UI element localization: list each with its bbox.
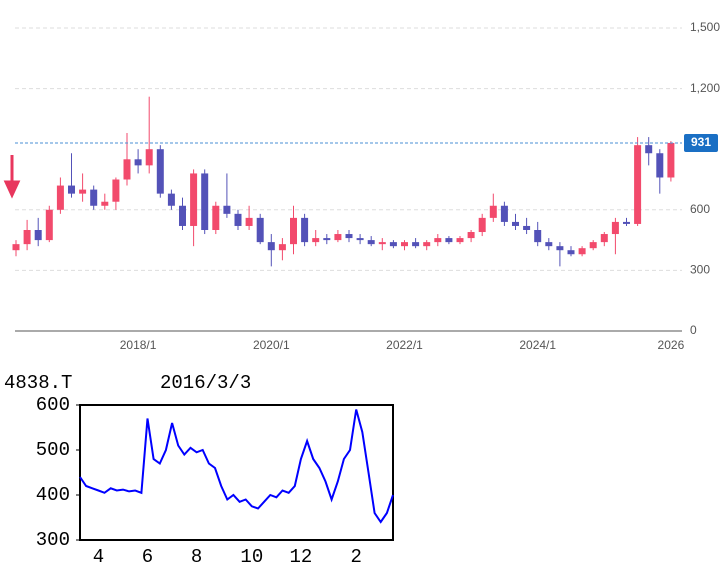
candle-body [401,242,408,247]
candle-body [634,145,642,224]
price-line [79,409,394,524]
y-tick-label: 300 [690,263,710,277]
candle-body [190,173,198,226]
candle-body [34,230,42,241]
candle-body [512,221,519,226]
candle-body [156,149,164,194]
candle-body [378,242,386,245]
candle-body [267,242,275,251]
candle-body [434,238,442,243]
x-tick-label: 6 [142,546,153,568]
candle-body [212,205,220,230]
candle-body [234,213,242,226]
candle-body [245,217,253,226]
candle-body [445,238,453,243]
candle-body [667,142,675,178]
candle-body [523,225,531,230]
candle-body [500,205,508,222]
candle-body [412,242,420,247]
candle-body [112,179,120,202]
x-tick-label: 2020/1 [253,338,290,352]
y-tick-label: 600 [690,202,710,216]
marker-arrow [3,155,21,199]
y-tick-label: 1,500 [690,20,720,34]
x-tick-label: 2024/1 [519,338,556,352]
candle-body [101,201,109,206]
candle-body [201,173,209,230]
candle-body [623,221,630,224]
candle-body [478,217,486,233]
candle-body [179,205,186,226]
candle-body [290,217,297,245]
candle-body [389,242,397,247]
candle-body [467,232,475,239]
x-tick-label: 2026 [658,338,685,352]
chart-subtitle: 2016/3/3 [160,372,251,394]
y-tick-label: 0 [690,323,697,337]
x-tick-label: 2018/1 [120,338,157,352]
candle-body [656,153,664,178]
y-tick-label: 1,200 [690,81,720,95]
candle-body [145,149,153,166]
candle-body [90,189,98,206]
candle-body [223,205,231,214]
candle-body [278,244,286,251]
candle-body [134,159,142,166]
candle-body [12,244,20,251]
plot-frame [79,404,394,541]
candle-body [645,145,653,154]
candle-body [301,217,309,243]
x-tick-label: 4 [93,546,104,568]
candle-body [545,242,553,247]
candle-body [23,230,31,245]
candle-body [589,242,597,249]
candle-body [45,209,53,241]
chart-title: 4838.T [4,372,72,394]
candle-body [600,234,608,243]
y-tick-label: 500 [36,439,70,461]
candle-body [456,238,464,243]
candle-body [423,242,431,247]
candle-body [356,238,364,241]
x-tick-label: 12 [290,546,313,568]
candle-body [256,217,264,243]
candle-body [323,238,331,241]
x-tick-label: 10 [240,546,263,568]
y-tick-label: 300 [36,529,70,551]
x-tick-label: 8 [191,546,202,568]
y-tick-label: 600 [36,394,70,416]
candle-body [334,234,342,241]
candle-body [556,246,564,251]
candle-body [345,234,353,239]
last-price-box [684,133,718,152]
candle-body [611,221,619,235]
candle-body [312,238,320,243]
candle-body [68,185,75,194]
candle-body [123,159,131,180]
y-tick-label: 400 [36,484,70,506]
x-tick-label: 2022/1 [386,338,423,352]
candle-body [534,230,542,243]
candle-body [367,240,375,245]
candle-body [578,248,586,255]
last-price-label: 931 [691,135,711,149]
candle-body [489,205,497,218]
candle-body [167,193,175,206]
candle-body [567,250,575,255]
x-tick-label: 2 [350,546,361,568]
candle-body [56,185,64,210]
candle-body [79,189,87,194]
